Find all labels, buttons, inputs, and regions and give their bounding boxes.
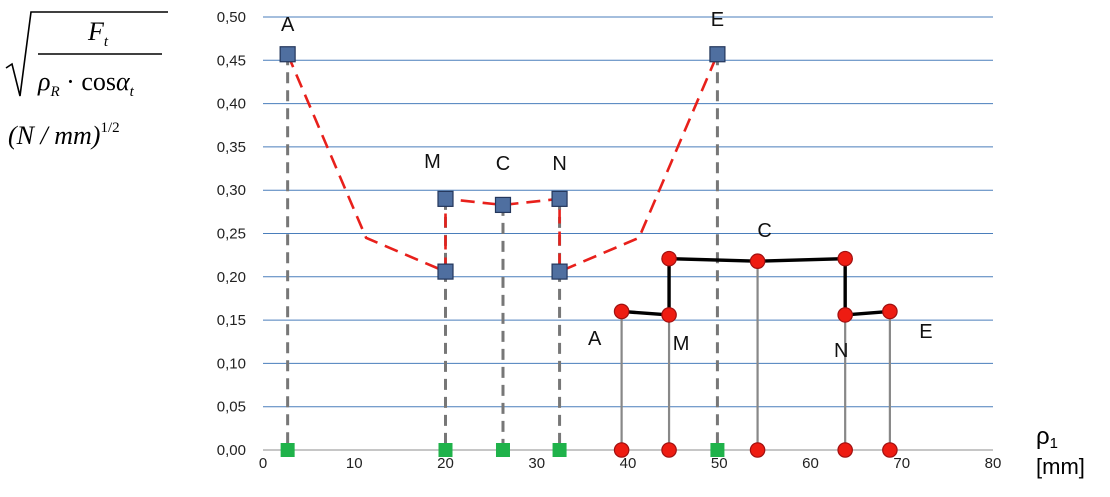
- blue-square-marker: [552, 264, 567, 279]
- x-tick-label: 20: [437, 455, 454, 472]
- x-tick-label: 50: [711, 455, 728, 472]
- point-label: M: [673, 333, 690, 355]
- y-tick-label: 0,40: [217, 96, 246, 113]
- y-tick-label: 0,00: [217, 442, 246, 459]
- y-label-units: (N / mm)1/2: [8, 120, 120, 150]
- blue-square-marker: [438, 191, 453, 206]
- green-square-marker: [553, 443, 567, 457]
- red-circle-marker: [883, 304, 897, 318]
- blue-square-marker: [495, 197, 510, 212]
- green-square-marker: [710, 443, 724, 457]
- x-tick-label: 80: [985, 455, 1002, 472]
- x-tick-label: 70: [893, 455, 910, 472]
- point-label: C: [757, 220, 771, 242]
- red-circle-marker: [614, 443, 628, 457]
- point-label: A: [588, 328, 602, 350]
- point-label: N: [552, 153, 566, 175]
- y-label-numerator: Ft: [87, 17, 109, 50]
- y-tick-label: 0,05: [217, 399, 246, 416]
- point-label: A: [281, 14, 295, 36]
- y-tick-label: 0,30: [217, 182, 246, 199]
- blue-square-marker: [710, 47, 725, 62]
- x-tick-label: 0: [259, 455, 267, 472]
- plot-area: 0,00 0,05 0,10 0,15 0,20 0,25 0,30 0,35 0,40 0,45…: [217, 9, 1002, 472]
- red-circle-marker: [838, 251, 852, 265]
- y-tick-label: 0,45: [217, 52, 246, 69]
- point-label: E: [711, 9, 724, 31]
- blue-square-marker: [280, 47, 295, 62]
- green-square-marker: [281, 443, 295, 457]
- red-circle-marker: [662, 443, 676, 457]
- red-circle-marker: [662, 308, 676, 322]
- blue-square-marker: [438, 264, 453, 279]
- y-tick-label: 0,20: [217, 269, 246, 286]
- red-circle-marker: [750, 443, 764, 457]
- y-tick-label: 0,50: [217, 9, 246, 26]
- red-circle-marker: [883, 443, 897, 457]
- x-tick-label: 10: [346, 455, 363, 472]
- x-tick-label: 60: [802, 455, 819, 472]
- red-circle-marker: [662, 251, 676, 265]
- y-tick-label: 0,15: [217, 312, 246, 329]
- y-label-denominator: ρR · cosαt: [37, 67, 135, 100]
- point-label: N: [834, 340, 848, 362]
- red-circle-marker: [838, 443, 852, 457]
- point-label: C: [496, 153, 510, 175]
- point-label: E: [919, 321, 932, 343]
- x-axis-label: ρ1 [mm]: [1036, 423, 1085, 479]
- x-tick-label: 30: [528, 455, 545, 472]
- y-axis-label: Ft ρR · cosαt (N / mm)1/2: [6, 12, 168, 150]
- red-circle-marker: [838, 308, 852, 322]
- x-label-symbol: ρ1: [1036, 423, 1058, 452]
- y-tick-label: 0,25: [217, 226, 246, 243]
- y-tick-label: 0,35: [217, 139, 246, 156]
- y-tick-label: 0,10: [217, 355, 246, 372]
- blue-square-marker: [552, 191, 567, 206]
- point-label: M: [424, 151, 441, 173]
- green-square-marker: [439, 443, 453, 457]
- green-square-marker: [496, 443, 510, 457]
- red-circle-marker: [750, 254, 764, 268]
- x-label-units: [mm]: [1036, 454, 1085, 479]
- red-circle-marker: [614, 304, 628, 318]
